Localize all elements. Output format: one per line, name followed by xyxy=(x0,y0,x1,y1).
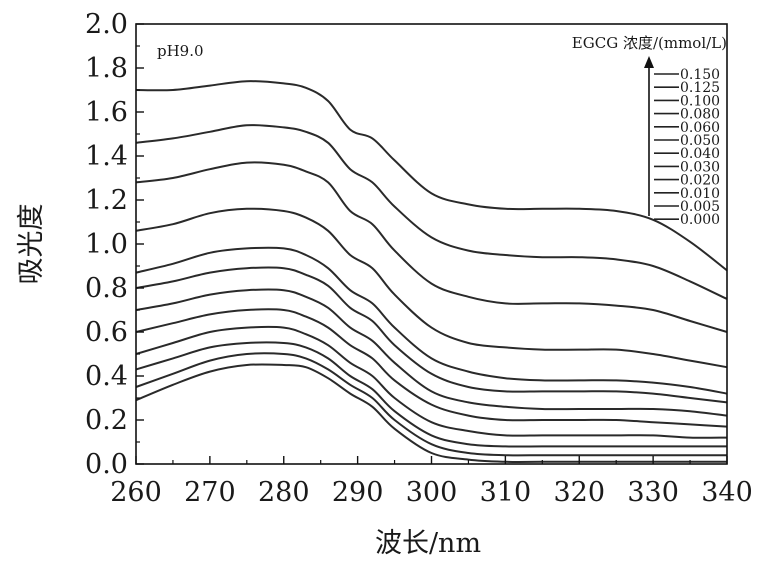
series-line-8 xyxy=(135,325,728,439)
series-line-3 xyxy=(135,207,728,369)
legend-label: 0.005 xyxy=(680,199,720,215)
y-tick-label: 0.8 xyxy=(85,273,128,304)
y-axis-title: 吸光度 xyxy=(16,204,47,285)
series-line-9 xyxy=(135,341,727,448)
curve-layer xyxy=(135,80,728,463)
legend-label: 0.040 xyxy=(680,146,720,162)
legend-label: 0.000 xyxy=(680,212,720,228)
legend-label: 0.030 xyxy=(680,159,720,175)
x-tick-label: 340 xyxy=(701,477,753,508)
series-line-4 xyxy=(135,246,728,395)
legend-label: 0.080 xyxy=(680,107,720,123)
series-line-2 xyxy=(135,161,728,333)
y-tick-label: 2.0 xyxy=(85,9,128,40)
series-line-1 xyxy=(135,124,728,300)
legend-arrow-head xyxy=(644,56,654,68)
legend-label: 0.010 xyxy=(680,186,720,202)
tick-layer: 260 270 280 290 300 310 320 330 340 0.0 0.2 0.4 0.6 0… xyxy=(85,9,753,508)
y-tick-label: 1.8 xyxy=(85,53,128,84)
legend-label: 0.125 xyxy=(680,80,720,96)
legend-label: 0.050 xyxy=(680,133,720,149)
series-line-6 xyxy=(135,288,728,417)
series-line-5 xyxy=(135,266,728,404)
x-tick-label: 310 xyxy=(480,477,532,508)
y-tick-label: 0.2 xyxy=(85,405,128,436)
legend: 0.1500.1250.1000.0800.0600.0500.0400.030… xyxy=(644,56,720,228)
series-line-7 xyxy=(135,308,728,428)
x-tick-label: 280 xyxy=(258,477,310,508)
x-tick-label: 260 xyxy=(110,477,162,508)
x-tick-label: 290 xyxy=(332,477,384,508)
series-line-10 xyxy=(135,352,727,457)
x-tick-label: 320 xyxy=(553,477,605,508)
x-tick-label: 300 xyxy=(406,477,458,508)
x-tick-label: 330 xyxy=(627,477,679,508)
x-axis-title: 波长/nm xyxy=(375,528,481,559)
y-tick-label: 1.6 xyxy=(85,97,128,128)
y-tick-label: 0.0 xyxy=(85,449,128,480)
y-tick-label: 1.4 xyxy=(85,141,128,172)
y-tick-label: 0.4 xyxy=(85,361,128,392)
legend-title: EGCG 浓度/(mmol/L) xyxy=(572,34,727,52)
y-tick-label: 1.0 xyxy=(85,229,128,260)
legend-label: 0.150 xyxy=(680,67,720,83)
x-tick-label: 270 xyxy=(184,477,236,508)
legend-label: 0.100 xyxy=(680,93,720,109)
y-tick-label: 0.6 xyxy=(85,317,128,348)
legend-label: 0.020 xyxy=(680,173,720,189)
series-line-0 xyxy=(135,80,728,272)
condition-annotation: pH9.0 xyxy=(157,42,204,60)
y-tick-label: 1.2 xyxy=(85,185,128,216)
legend-label: 0.060 xyxy=(680,120,720,136)
plot-frame xyxy=(135,23,728,465)
